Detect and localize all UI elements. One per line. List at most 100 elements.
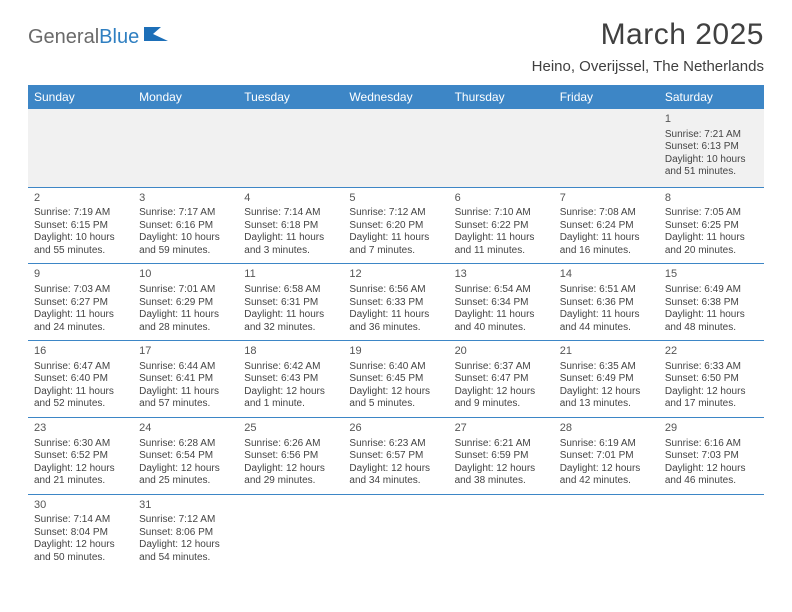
calendar-empty — [554, 494, 659, 570]
day-number: 4 — [244, 192, 337, 206]
sunrise-text: Sunrise: 6:49 AM — [665, 284, 758, 297]
calendar-week: 1 Sunrise: 7:21 AMSunset: 6:13 PMDaylight… — [28, 109, 764, 187]
sunset-text: Sunset: 6:20 PM — [349, 220, 442, 233]
sunset-text: Sunset: 6:31 PM — [244, 297, 337, 310]
calendar-day: 13Sunrise: 6:54 AMSunset: 6:34 PMDayligh… — [449, 264, 554, 341]
sunrise-text: Sunrise: 6:58 AM — [244, 284, 337, 297]
logo-text-blue: Blue — [99, 26, 139, 49]
daylight-text: Daylight: 11 hours and 16 minutes. — [560, 232, 653, 257]
sunrise-text: Sunrise: 7:12 AM — [139, 514, 232, 527]
sunrise-text: Sunrise: 7:01 AM — [139, 284, 232, 297]
daylight-text: Daylight: 10 hours and 51 minutes. — [665, 154, 758, 179]
day-number: 22 — [665, 345, 758, 359]
sunrise-text: Sunrise: 6:42 AM — [244, 361, 337, 374]
calendar-day: 4Sunrise: 7:14 AMSunset: 6:18 PMDaylight… — [238, 187, 343, 264]
sunset-text: Sunset: 6:36 PM — [560, 297, 653, 310]
sunrise-text: Sunrise: 7:14 AM — [244, 207, 337, 220]
sunset-text: Sunset: 6:38 PM — [665, 297, 758, 310]
daylight-text: Daylight: 11 hours and 57 minutes. — [139, 386, 232, 411]
daylight-text: Daylight: 12 hours and 1 minute. — [244, 386, 337, 411]
calendar-head: SundayMondayTuesdayWednesdayThursdayFrid… — [28, 85, 764, 109]
day-header: Tuesday — [238, 85, 343, 109]
sunset-text: Sunset: 6:33 PM — [349, 297, 442, 310]
day-number: 15 — [665, 268, 758, 282]
calendar-empty — [554, 109, 659, 187]
calendar-day: 24Sunrise: 6:28 AMSunset: 6:54 PMDayligh… — [133, 417, 238, 494]
calendar-day: 5Sunrise: 7:12 AMSunset: 6:20 PMDaylight… — [343, 187, 448, 264]
calendar-week: 30Sunrise: 7:14 AMSunset: 8:04 PMDayligh… — [28, 494, 764, 570]
calendar-day: 2Sunrise: 7:19 AMSunset: 6:15 PMDaylight… — [28, 187, 133, 264]
calendar-day: 9Sunrise: 7:03 AMSunset: 6:27 PMDaylight… — [28, 264, 133, 341]
sunset-text: Sunset: 6:47 PM — [455, 373, 548, 386]
sunset-text: Sunset: 6:22 PM — [455, 220, 548, 233]
page-title: March 2025 — [532, 18, 764, 52]
sunrise-text: Sunrise: 7:08 AM — [560, 207, 653, 220]
sunset-text: Sunset: 6:45 PM — [349, 373, 442, 386]
daylight-text: Daylight: 11 hours and 24 minutes. — [34, 309, 127, 334]
calendar-week: 23Sunrise: 6:30 AMSunset: 6:52 PMDayligh… — [28, 417, 764, 494]
sunset-text: Sunset: 6:18 PM — [244, 220, 337, 233]
calendar-day: 20Sunrise: 6:37 AMSunset: 6:47 PMDayligh… — [449, 341, 554, 418]
calendar-empty — [133, 109, 238, 187]
sunrise-text: Sunrise: 7:10 AM — [455, 207, 548, 220]
day-header-row: SundayMondayTuesdayWednesdayThursdayFrid… — [28, 85, 764, 109]
daylight-text: Daylight: 12 hours and 25 minutes. — [139, 463, 232, 488]
sunrise-text: Sunrise: 6:16 AM — [665, 438, 758, 451]
daylight-text: Daylight: 12 hours and 17 minutes. — [665, 386, 758, 411]
sunrise-text: Sunrise: 6:56 AM — [349, 284, 442, 297]
sunrise-text: Sunrise: 6:23 AM — [349, 438, 442, 451]
sunset-text: Sunset: 6:59 PM — [455, 450, 548, 463]
calendar-day: 1 Sunrise: 7:21 AMSunset: 6:13 PMDaylight… — [659, 109, 764, 187]
sunrise-text: Sunrise: 7:19 AM — [34, 207, 127, 220]
header: GeneralBlue March 2025 Heino, Overijssel… — [28, 18, 764, 75]
calendar-empty — [238, 109, 343, 187]
title-block: March 2025 Heino, Overijssel, The Nether… — [532, 18, 764, 75]
day-number: 9 — [34, 268, 127, 282]
day-number: 5 — [349, 192, 442, 206]
sunrise-text: Sunrise: 6:26 AM — [244, 438, 337, 451]
calendar-empty — [238, 494, 343, 570]
day-header: Monday — [133, 85, 238, 109]
calendar-day: 12Sunrise: 6:56 AMSunset: 6:33 PMDayligh… — [343, 264, 448, 341]
calendar-day: 11Sunrise: 6:58 AMSunset: 6:31 PMDayligh… — [238, 264, 343, 341]
daylight-text: Daylight: 11 hours and 3 minutes. — [244, 232, 337, 257]
logo-text-gray: General — [28, 26, 99, 49]
day-header: Wednesday — [343, 85, 448, 109]
calendar-day: 16Sunrise: 6:47 AMSunset: 6:40 PMDayligh… — [28, 341, 133, 418]
daylight-text: Daylight: 11 hours and 7 minutes. — [349, 232, 442, 257]
calendar-day: 8Sunrise: 7:05 AMSunset: 6:25 PMDaylight… — [659, 187, 764, 264]
location-text: Heino, Overijssel, The Netherlands — [532, 58, 764, 75]
day-number: 1 — [665, 113, 758, 127]
day-number: 10 — [139, 268, 232, 282]
logo: GeneralBlue — [28, 24, 169, 50]
calendar-empty — [343, 494, 448, 570]
daylight-text: Daylight: 10 hours and 59 minutes. — [139, 232, 232, 257]
sunrise-text: Sunrise: 7:21 AM — [665, 129, 758, 142]
day-number: 27 — [455, 422, 548, 436]
calendar-week: 2Sunrise: 7:19 AMSunset: 6:15 PMDaylight… — [28, 187, 764, 264]
daylight-text: Daylight: 11 hours and 11 minutes. — [455, 232, 548, 257]
calendar-week: 9Sunrise: 7:03 AMSunset: 6:27 PMDaylight… — [28, 264, 764, 341]
daylight-text: Daylight: 11 hours and 52 minutes. — [34, 386, 127, 411]
sunrise-text: Sunrise: 6:28 AM — [139, 438, 232, 451]
sunset-text: Sunset: 6:24 PM — [560, 220, 653, 233]
calendar-day: 18Sunrise: 6:42 AMSunset: 6:43 PMDayligh… — [238, 341, 343, 418]
sunrise-text: Sunrise: 6:21 AM — [455, 438, 548, 451]
calendar-day: 23Sunrise: 6:30 AMSunset: 6:52 PMDayligh… — [28, 417, 133, 494]
sunrise-text: Sunrise: 7:05 AM — [665, 207, 758, 220]
sunrise-text: Sunrise: 6:33 AM — [665, 361, 758, 374]
flag-icon — [143, 24, 169, 50]
sunset-text: Sunset: 6:41 PM — [139, 373, 232, 386]
day-number: 29 — [665, 422, 758, 436]
calendar-day: 30Sunrise: 7:14 AMSunset: 8:04 PMDayligh… — [28, 494, 133, 570]
daylight-text: Daylight: 12 hours and 54 minutes. — [139, 539, 232, 564]
day-header: Friday — [554, 85, 659, 109]
day-number: 18 — [244, 345, 337, 359]
sunrise-text: Sunrise: 6:19 AM — [560, 438, 653, 451]
day-header: Thursday — [449, 85, 554, 109]
daylight-text: Daylight: 11 hours and 40 minutes. — [455, 309, 548, 334]
sunset-text: Sunset: 6:13 PM — [665, 141, 758, 154]
day-number: 2 — [34, 192, 127, 206]
sunset-text: Sunset: 6:27 PM — [34, 297, 127, 310]
sunrise-text: Sunrise: 6:37 AM — [455, 361, 548, 374]
